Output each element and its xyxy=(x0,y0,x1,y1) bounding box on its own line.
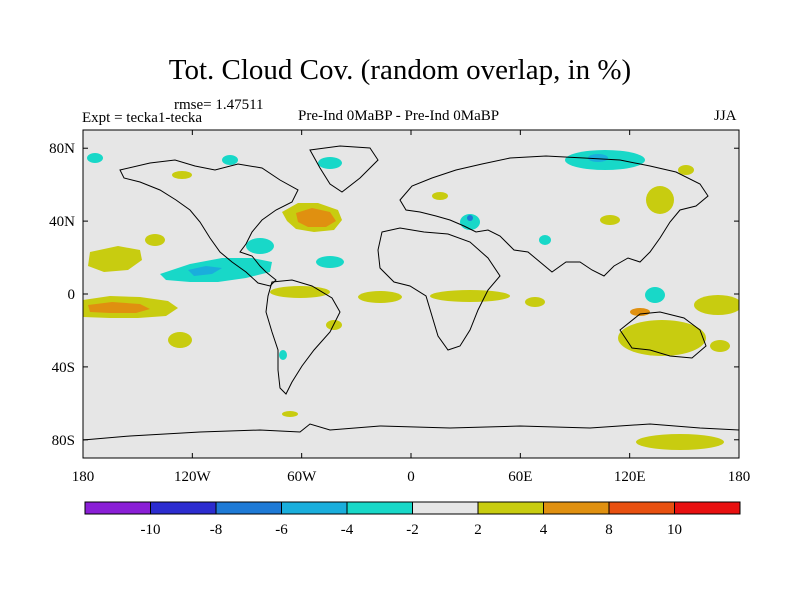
colorbar-swatch xyxy=(215,501,282,515)
coast-antarctica xyxy=(83,423,739,441)
anomaly-east-asia xyxy=(646,186,674,214)
coast-africa xyxy=(377,227,501,351)
anomaly-australia-north xyxy=(630,308,650,316)
anomaly-east-tropical-pacific-core xyxy=(188,266,222,276)
coastlines xyxy=(83,145,739,441)
colorbar-swatch xyxy=(281,501,348,515)
anomaly-northeast-pacific xyxy=(88,246,142,272)
anomaly-south-america-east xyxy=(279,350,287,360)
colorbar-label: -2 xyxy=(406,522,419,538)
map-background xyxy=(83,130,739,458)
colorbar-swatch xyxy=(477,501,544,515)
colorbar-label: -10 xyxy=(141,522,161,538)
anomaly-central-asia xyxy=(600,215,620,225)
x-tick-label: 180 xyxy=(728,469,751,485)
anomaly-arctic-canada xyxy=(222,155,238,165)
coast-australia xyxy=(619,311,707,359)
anomaly-indian-ocean-south xyxy=(525,297,545,307)
colorbar-label: 2 xyxy=(474,522,482,538)
anomaly-north-pacific-west xyxy=(87,153,103,163)
y-tick-label: 80N xyxy=(49,141,75,157)
colorbar-swatch xyxy=(543,501,610,515)
y-tick-label: 40N xyxy=(49,214,75,230)
anomaly-alaska xyxy=(172,171,192,179)
y-tick-label: 80S xyxy=(52,433,75,449)
anomaly-pacific-equatorial-core xyxy=(88,302,150,313)
anomaly-maritime-continent xyxy=(645,287,665,303)
colorbar: -10 -8 -6 -4 -2 2 4 8 10 xyxy=(84,501,741,538)
x-tick-label: 0 xyxy=(407,469,415,485)
coast-greenland xyxy=(309,145,379,193)
experiment-label: Expt = tecka1-tecka xyxy=(82,110,203,126)
colorbar-label: 8 xyxy=(605,522,613,538)
anomaly-siberia-core xyxy=(588,154,608,162)
anomaly-south-atlantic xyxy=(358,291,402,303)
anomaly-equatorial-atlantic xyxy=(270,286,330,298)
coast-north-america xyxy=(119,159,299,287)
anomaly-indian-ocean xyxy=(430,290,510,302)
anomaly-australia xyxy=(618,320,706,356)
y-axis: 80N 40N 0 40S 80S xyxy=(49,141,739,449)
y-tick-label: 40S xyxy=(52,360,75,376)
anomaly-south-pacific-1 xyxy=(168,332,192,348)
x-axis: 180 120W 60W 0 60E 120E 180 xyxy=(72,130,751,485)
colorbar-label: -8 xyxy=(210,522,223,538)
anomaly-antarctic-peninsula xyxy=(282,411,298,417)
colorbar-label: -6 xyxy=(275,522,288,538)
anomaly-north-pacific-small xyxy=(145,234,165,246)
y-tick-label: 0 xyxy=(68,287,76,303)
anomaly-southern-ocean xyxy=(636,434,724,450)
coast-eurasia xyxy=(399,155,709,277)
anomaly-greenland xyxy=(318,157,342,169)
x-tick-label: 60E xyxy=(508,469,532,485)
colorbar-label: 4 xyxy=(540,522,548,538)
colorbar-swatch xyxy=(674,501,741,515)
anomaly-atlantic-subtropic xyxy=(316,256,344,268)
anomaly-europe xyxy=(432,192,448,200)
anomaly-north-atlantic xyxy=(296,208,336,227)
x-tick-label: 60W xyxy=(287,469,317,485)
anomaly-caribbean xyxy=(246,238,274,254)
anomaly-layer xyxy=(83,150,739,450)
colorbar-swatch xyxy=(346,501,413,515)
coast-south-america xyxy=(265,279,341,395)
colorbar-swatch xyxy=(608,501,675,515)
colorbar-label: -4 xyxy=(341,522,354,538)
anomaly-west-pacific xyxy=(694,295,739,315)
colorbar-swatch xyxy=(150,501,217,515)
rmse-label: rmse= 1.47511 xyxy=(174,97,264,113)
colorbar-swatch xyxy=(412,501,479,515)
anomaly-arabia xyxy=(539,235,551,245)
x-tick-label: 120E xyxy=(614,469,646,485)
comparison-label: Pre-Ind 0MaBP - Pre-Ind 0MaBP xyxy=(298,108,500,124)
anomaly-caspian-core xyxy=(467,215,473,221)
anomaly-tasman xyxy=(710,340,730,352)
season-label: JJA xyxy=(714,108,737,124)
chart-title: Tot. Cloud Cov. (random overlap, in %) xyxy=(168,54,632,86)
anomaly-east-siberia xyxy=(678,165,694,175)
colorbar-swatch xyxy=(84,501,151,515)
colorbar-label: 10 xyxy=(667,522,682,538)
x-tick-label: 180 xyxy=(72,469,95,485)
x-tick-label: 120W xyxy=(174,469,212,485)
